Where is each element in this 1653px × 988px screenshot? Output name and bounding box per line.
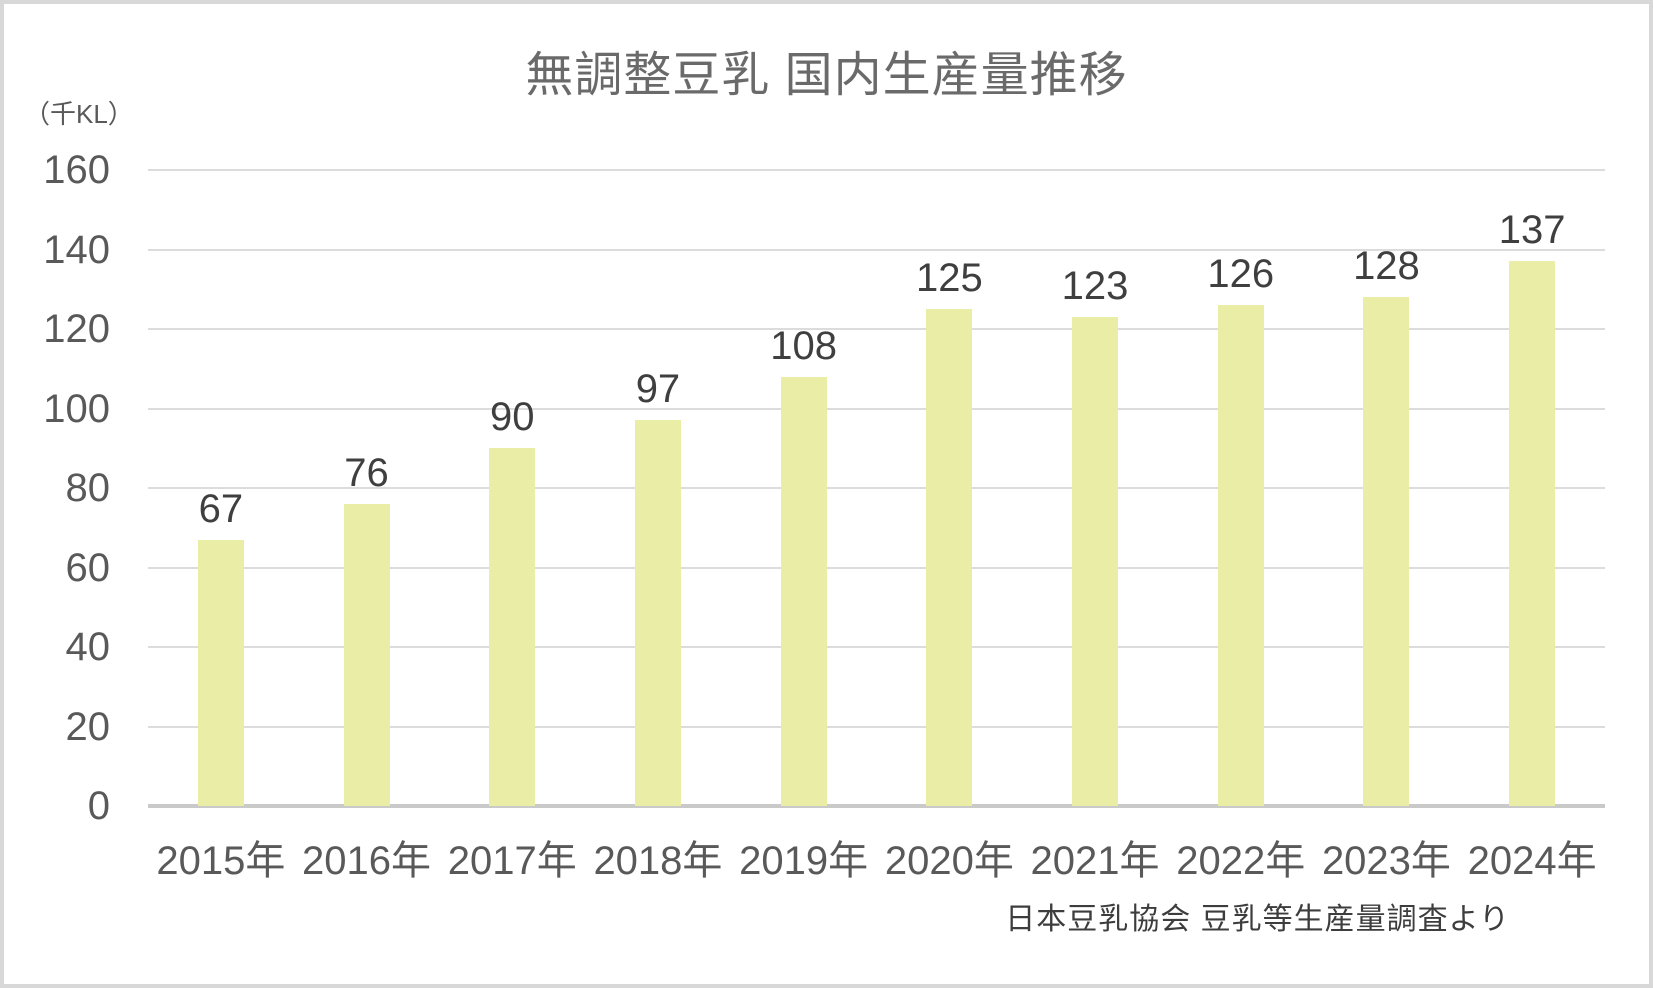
bar-value-label: 137 (1498, 208, 1566, 253)
gridline (148, 646, 1605, 648)
x-tick-label: 2017年 (447, 839, 577, 883)
gridline (148, 328, 1605, 330)
gridline (148, 248, 1605, 251)
y-tick-label: 120 (43, 307, 110, 351)
bar-value-label: 108 (770, 323, 838, 368)
bar-2016年 (343, 503, 390, 806)
bar-2017年 (489, 448, 536, 806)
x-tick-label: 2024年 (1467, 839, 1597, 883)
bar-value-label: 97 (635, 367, 681, 412)
bar-value-label: 76 (344, 450, 389, 495)
bar-2023年 (1363, 297, 1410, 806)
bar-2022年 (1217, 305, 1264, 806)
y-tick-label: 160 (43, 148, 110, 192)
gridline (148, 725, 1605, 728)
y-tick-label: 0 (87, 784, 110, 828)
bar-2024年 (1509, 261, 1556, 806)
gridline (148, 566, 1605, 569)
x-tick-label: 2016年 (302, 839, 432, 883)
gridline (148, 169, 1605, 171)
bar-value-label: 123 (1061, 264, 1129, 309)
bar-2020年 (926, 309, 973, 806)
x-tick-label: 2022年 (1176, 839, 1306, 883)
x-tick-label: 2020年 (884, 839, 1014, 883)
bar-2018年 (634, 420, 681, 806)
y-tick-label: 20 (65, 704, 111, 749)
gridline (148, 407, 1605, 410)
bar-2021年 (1072, 317, 1119, 806)
bar-value-label: 125 (915, 256, 983, 301)
bar-2019年 (780, 376, 827, 806)
y-tick-label: 80 (65, 466, 111, 510)
bar-value-label: 67 (198, 486, 244, 531)
bar-value-label: 90 (490, 395, 535, 440)
x-tick-label: 2015年 (156, 839, 286, 883)
y-tick-label: 60 (65, 545, 111, 590)
source-attribution: 日本豆乳協会 豆乳等生産量調査より (1005, 903, 1510, 936)
x-axis-line (148, 804, 1605, 808)
bar-value-label: 126 (1207, 252, 1275, 297)
gridline (148, 487, 1605, 489)
y-tick-label: 40 (65, 625, 111, 669)
y-axis-unit-label: （千KL） (24, 99, 134, 129)
x-tick-label: 2021年 (1030, 839, 1160, 883)
chart-title: 無調整豆乳 国内生産量推移 (525, 49, 1128, 102)
x-tick-label: 2023年 (1321, 839, 1451, 883)
y-tick-label: 100 (43, 386, 110, 431)
bar-value-label: 128 (1353, 244, 1420, 289)
bar-2015年 (197, 539, 244, 806)
y-tick-label: 140 (43, 227, 110, 272)
x-tick-label: 2019年 (739, 839, 869, 883)
x-tick-label: 2018年 (593, 839, 723, 883)
